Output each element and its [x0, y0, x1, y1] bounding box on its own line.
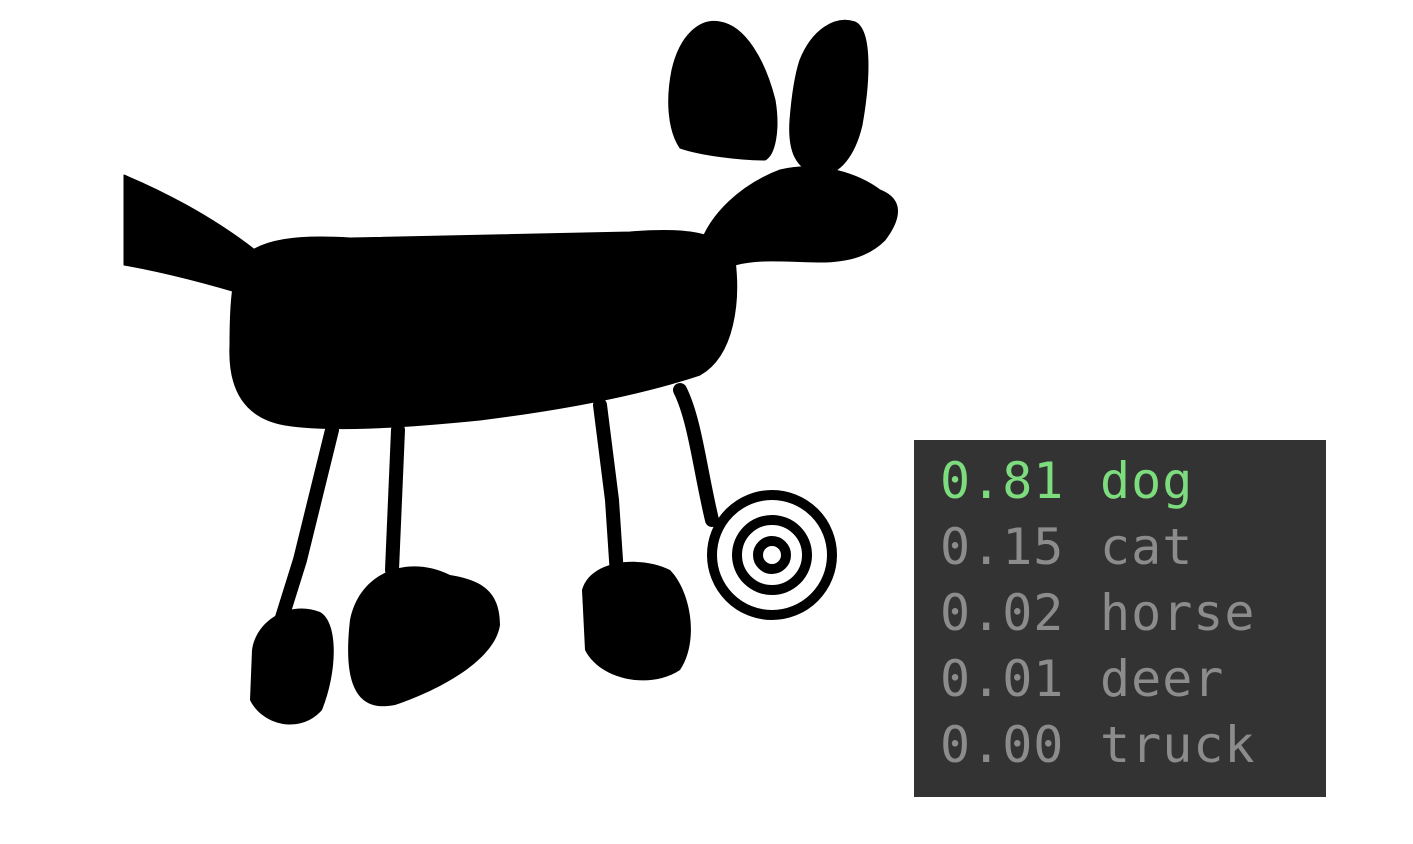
sketch-ear-left — [668, 20, 778, 161]
sketch-body — [229, 229, 738, 430]
sketch-foot-3 — [582, 561, 691, 681]
sketch-ear-right — [789, 19, 869, 176]
sketch-leg-3 — [593, 398, 625, 597]
sketch-foot-2 — [348, 566, 500, 707]
prediction-panel: 0.81 dog 0.15 cat 0.02 horse 0.01 deer 0.00 truck — [914, 440, 1326, 797]
prediction-row: 0.00 truck — [940, 712, 1326, 778]
prediction-score: 0.00 — [940, 716, 1065, 774]
prediction-label: cat — [1100, 518, 1194, 576]
prediction-label: dog — [1100, 452, 1194, 510]
prediction-label: horse — [1100, 584, 1256, 642]
prediction-score: 0.15 — [940, 518, 1065, 576]
sketch-foot-4-inner — [753, 536, 791, 574]
prediction-row: 0.81 dog — [940, 448, 1326, 514]
prediction-score: 0.81 — [940, 452, 1065, 510]
sketch-foot-4-mid — [732, 515, 812, 595]
prediction-label: truck — [1100, 716, 1256, 774]
prediction-row: 0.01 deer — [940, 646, 1326, 712]
sketch-leg-4 — [673, 383, 719, 527]
sketch-leg-2 — [385, 423, 405, 577]
sketch-foot-1 — [250, 608, 334, 725]
prediction-row: 0.02 horse — [940, 580, 1326, 646]
prediction-score: 0.01 — [940, 650, 1065, 708]
sketch-foot-4-outer — [707, 490, 837, 620]
prediction-score: 0.02 — [940, 584, 1065, 642]
prediction-label: deer — [1100, 650, 1225, 708]
sketch-head — [699, 166, 898, 266]
dog-sketch-drawing[interactable] — [0, 0, 940, 760]
prediction-row: 0.15 cat — [940, 514, 1326, 580]
